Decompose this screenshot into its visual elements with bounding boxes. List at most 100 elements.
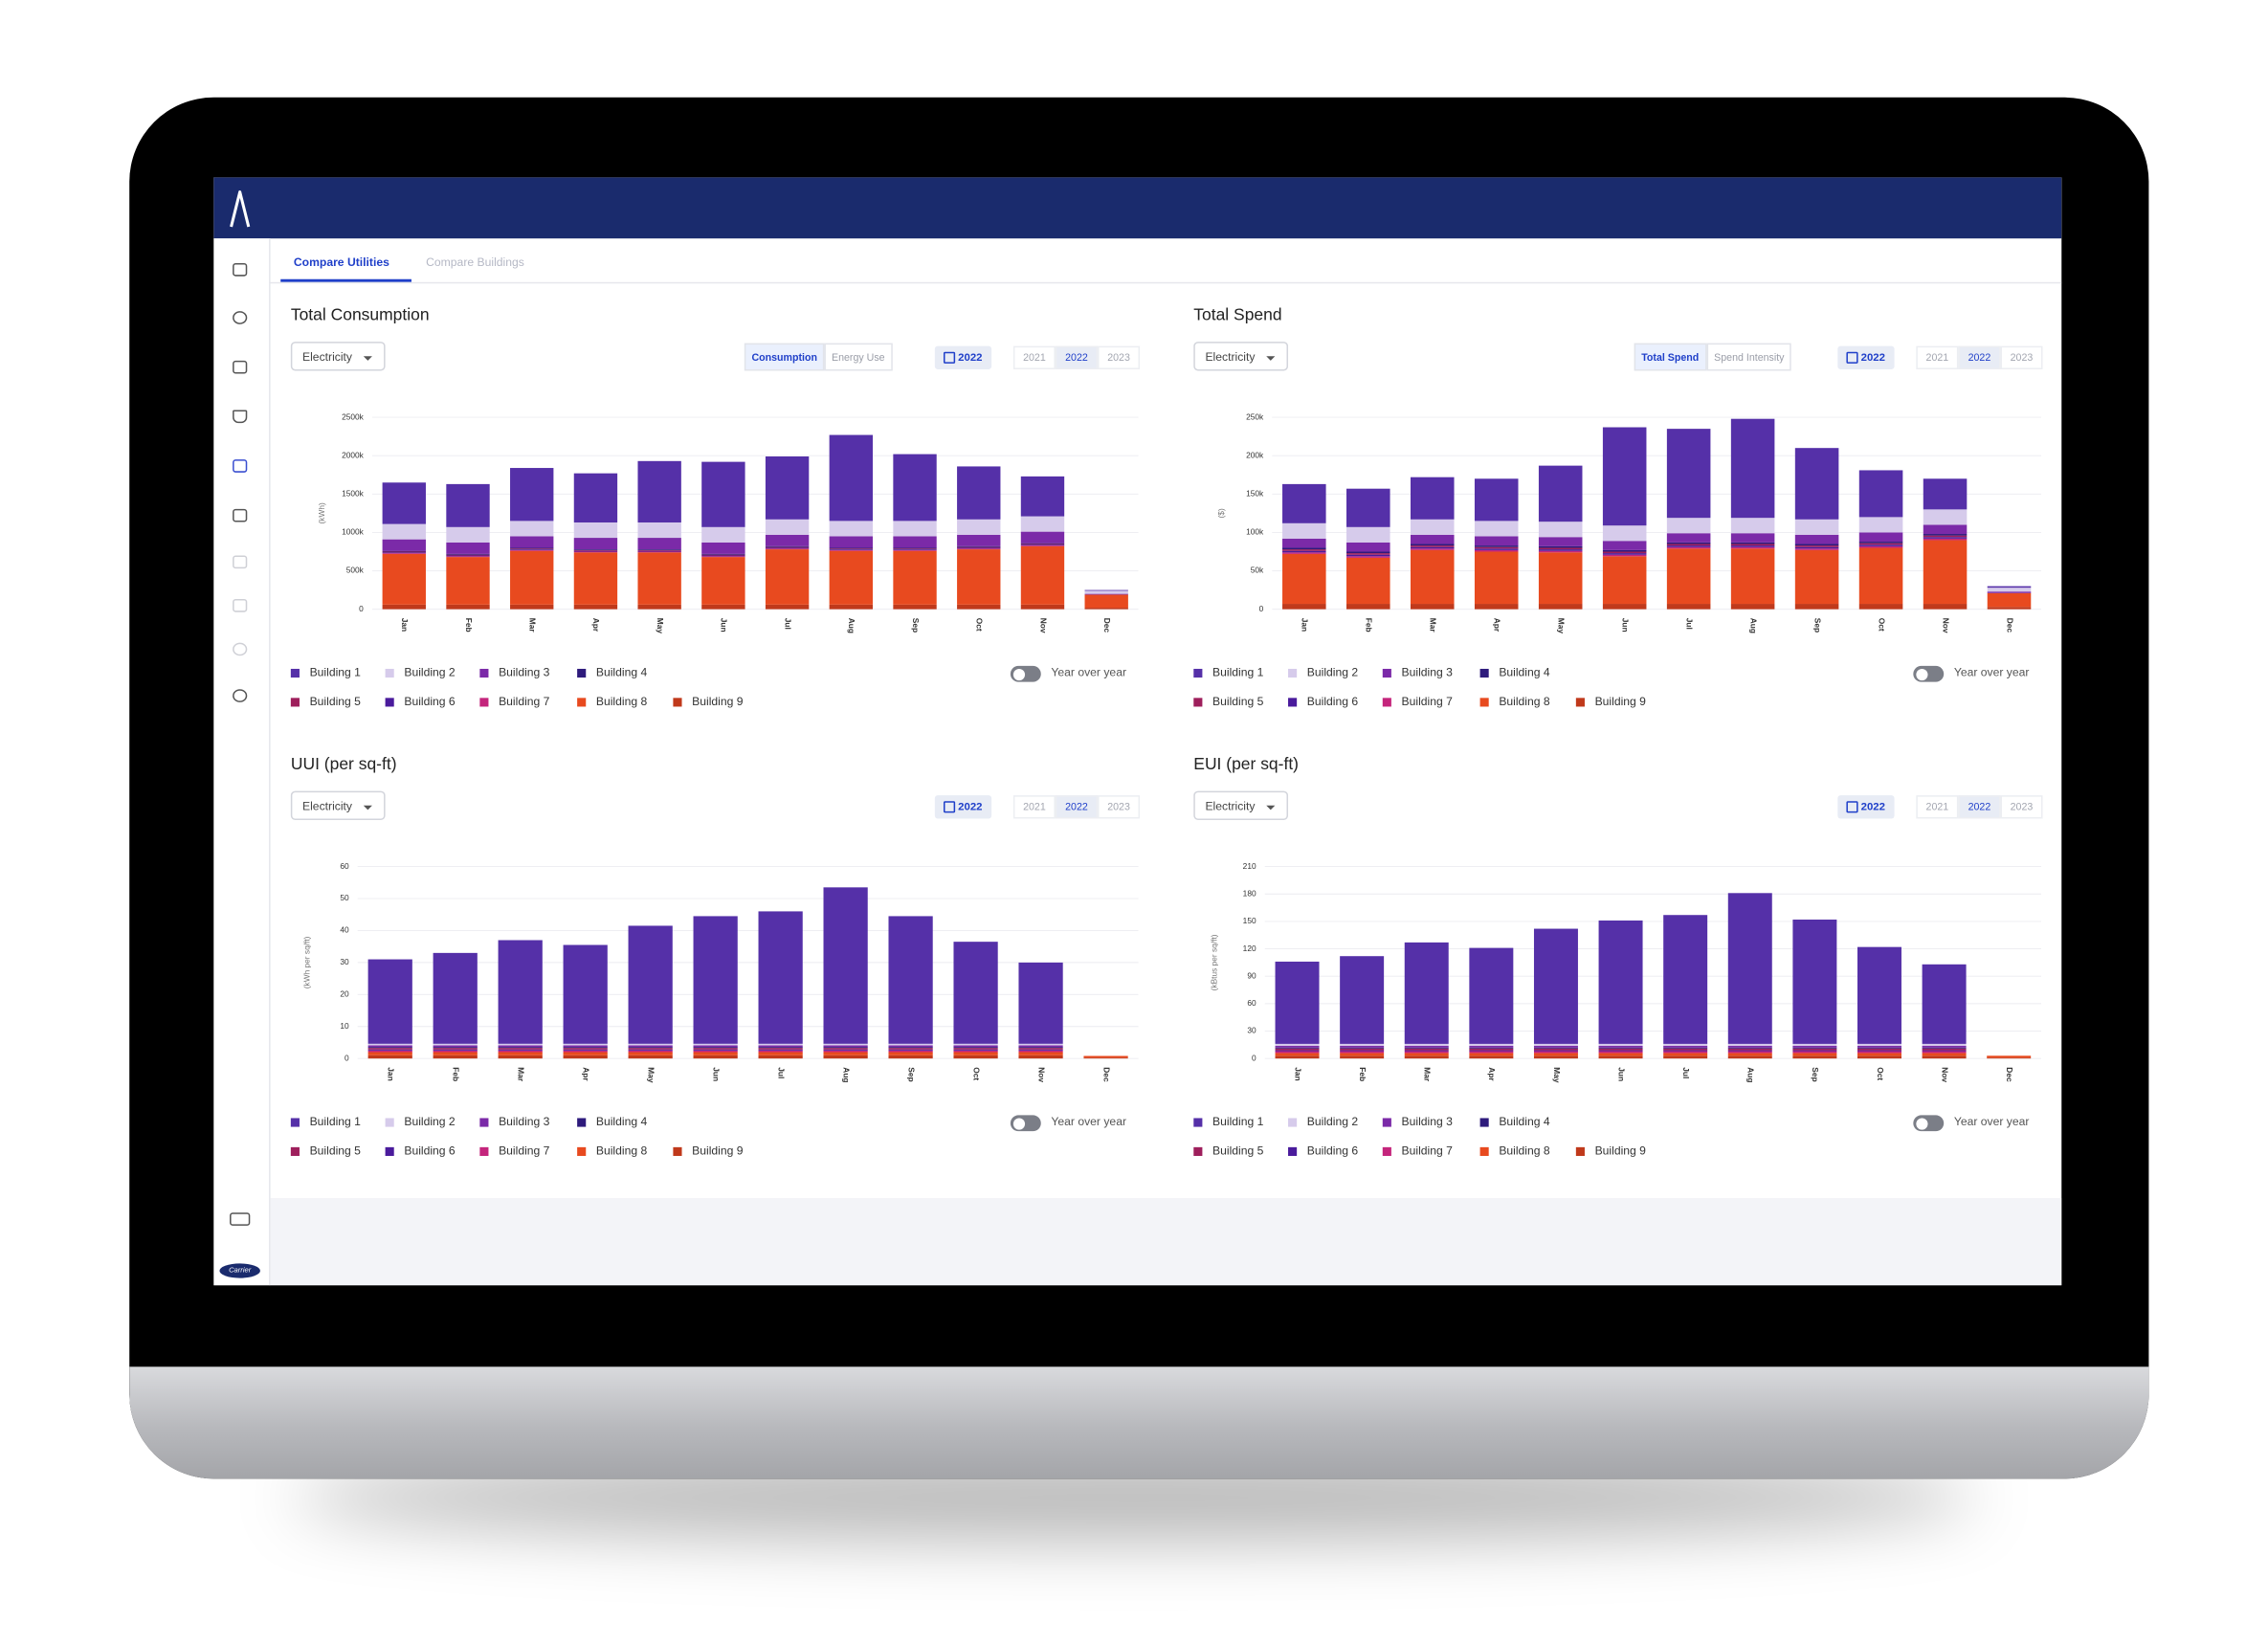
bar-segment [1663,915,1708,1044]
y-tick-label: 30 [340,957,349,966]
legend-swatch [577,698,587,707]
bar-segment [1792,919,1837,1044]
bar-segment [1987,591,2032,593]
view-toggle[interactable]: Consumption [744,343,825,371]
legend-swatch [577,1146,587,1156]
y-tick-label: 60 [340,861,349,871]
bar-segment [1282,522,1326,539]
bar-segment [823,1045,868,1048]
bar-segment [1404,1047,1449,1049]
yoy-switch[interactable] [1010,665,1041,682]
nav-icon[interactable] [233,689,248,702]
bar-segment [498,1045,543,1048]
x-tick-label: Jan [1293,1067,1302,1080]
utility-dropdown[interactable]: Electricity [1193,342,1289,371]
legend-label: Building 6 [1307,695,1359,708]
bar-segment [1538,604,1583,610]
view-toggle[interactable]: Spend Intensity [1706,343,1792,371]
legend-swatch [1382,698,1391,707]
nav-icon[interactable] [233,311,248,324]
bar-segment [1666,545,1711,547]
bar-segment [888,1050,933,1053]
bar-segment [957,545,1001,547]
bar-segment [573,549,618,550]
x-tick-label: Sep [1812,618,1822,633]
bar-segment [1794,604,1839,610]
legend-swatch [479,1146,489,1156]
bar-segment [1794,549,1839,605]
year-option[interactable]: 2021 [1916,345,1959,369]
bar-segment [701,557,745,605]
year-option[interactable]: 2023 [2000,345,2043,369]
bar-segment [563,944,608,1044]
bar-segment [893,550,937,605]
legend-label: Building 6 [404,695,456,708]
bar-segment [1857,946,1901,1044]
bar-segment [693,916,738,1044]
nav-icon[interactable] [233,360,248,374]
tab[interactable]: Compare Utilities [293,255,389,270]
bar-segment [1666,518,1711,534]
year-option[interactable]: 2023 [1098,345,1141,369]
legend-swatch [385,1118,394,1127]
view-toggle[interactable]: Energy Use [824,343,893,371]
y-tick-label: 0 [345,1053,349,1062]
tab[interactable]: Compare Buildings [426,255,524,270]
nav-icon[interactable] [233,263,248,277]
bar-segment [637,549,681,550]
year-option[interactable]: 2021 [1916,795,1959,819]
nav-icon[interactable] [233,508,248,522]
bar-segment [957,534,1001,546]
bar-segment [1987,1055,2032,1058]
date-badge[interactable]: 2022 [934,795,991,819]
bar-segment [893,454,937,522]
year-option[interactable]: 2021 [1012,345,1056,369]
year-option[interactable]: 2023 [2000,795,2043,819]
nav-icon[interactable] [233,642,248,656]
yoy-switch[interactable] [1913,1115,1945,1132]
nav-icon[interactable] [233,410,248,424]
year-option[interactable]: 2022 [1055,345,1099,369]
yoy-switch[interactable] [1010,1115,1041,1132]
legend-swatch [1382,668,1391,678]
legend-swatch [1288,1146,1298,1156]
legend-swatch [1575,1146,1585,1156]
view-toggle[interactable]: Total Spend [1634,343,1706,371]
utility-dropdown[interactable]: Electricity [290,790,386,820]
bar-segment [628,925,673,1044]
year-option[interactable]: 2022 [1958,345,2001,369]
date-badge[interactable]: 2022 [1837,345,1895,369]
bar-segment [628,1050,673,1053]
bar-segment [498,1055,543,1059]
bar-segment [446,557,490,605]
year-option[interactable]: 2022 [1958,795,2001,819]
bar-segment [1858,604,1903,610]
yoy-switch[interactable] [1913,665,1945,682]
year-option[interactable]: 2021 [1012,795,1056,819]
bar-segment [829,521,874,537]
bar-segment [1084,593,1128,595]
utility-dropdown[interactable]: Electricity [290,342,386,371]
legend-swatch [385,1146,394,1156]
bar-segment [367,1052,412,1055]
year-option[interactable]: 2022 [1055,795,1099,819]
utility-dropdown[interactable]: Electricity [1193,790,1289,820]
nav-icon[interactable] [233,459,248,473]
year-option[interactable]: 2023 [1098,795,1141,819]
nav-icon[interactable] [233,555,248,569]
bar-segment [1346,488,1390,527]
date-badge[interactable]: 2022 [1837,795,1895,819]
bar-segment [637,551,681,553]
bar-segment [1727,1051,1772,1054]
chat-icon[interactable] [230,1212,251,1226]
y-tick-label: 1500k [342,489,365,499]
bar-segment [1084,589,1128,591]
date-badge[interactable]: 2022 [934,345,991,369]
bar-segment [1598,920,1643,1044]
nav-icon[interactable] [233,599,248,612]
x-tick-label: Mar [516,1067,525,1082]
bar-segment [765,545,810,547]
bar-segment [382,604,426,610]
